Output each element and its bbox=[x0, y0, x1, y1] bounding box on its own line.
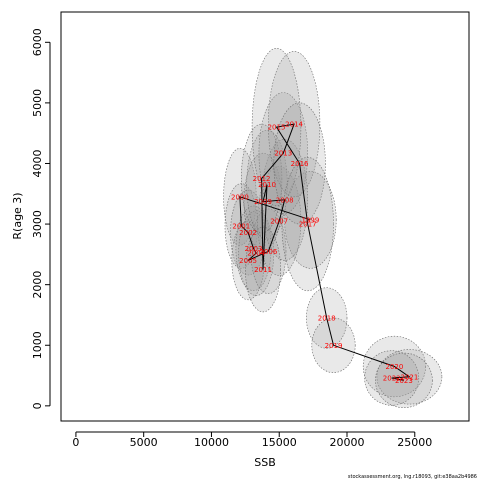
point-label-2011: 2011 bbox=[254, 266, 272, 274]
x-tick-label-20000: 20000 bbox=[330, 436, 365, 449]
confidence-ellipses bbox=[223, 47, 443, 409]
credit-text: stockassessment.org, lng.r18093, git:e38… bbox=[348, 474, 477, 480]
point-label-2006: 2006 bbox=[259, 248, 277, 256]
y-tick-label-2000: 2000 bbox=[31, 271, 44, 299]
point-label-2001: 2001 bbox=[232, 222, 250, 230]
y-tick-label-5000: 5000 bbox=[31, 89, 44, 117]
x-tick-label-15000: 15000 bbox=[262, 436, 297, 449]
y-axis-label: R(age 3) bbox=[11, 192, 24, 239]
point-label-2009: 2009 bbox=[254, 198, 272, 206]
point-label-2002: 2002 bbox=[239, 229, 257, 237]
point-label-2017: 2017 bbox=[299, 221, 317, 229]
point-label-2021: 2021 bbox=[400, 373, 418, 381]
x-tick-label-5000: 5000 bbox=[130, 436, 158, 449]
point-label-2010: 2010 bbox=[258, 181, 276, 189]
point-label-2018: 2018 bbox=[318, 315, 336, 323]
trajectory-line bbox=[239, 123, 411, 381]
x-axis-label: SSB bbox=[254, 456, 276, 469]
point-label-2016: 2016 bbox=[291, 160, 309, 168]
y-tick-label-4000: 4000 bbox=[31, 149, 44, 177]
point-label-2012: 2012 bbox=[253, 175, 271, 183]
point-label-2014: 2014 bbox=[285, 121, 303, 129]
point-label-2005: 2005 bbox=[239, 257, 257, 265]
point-label-1999: 1999 bbox=[301, 216, 319, 224]
y-tick-label-1000: 1000 bbox=[31, 331, 44, 359]
x-axis: 0 5000 10000 15000 20000 25000 bbox=[72, 431, 432, 449]
point-label-2007: 2007 bbox=[270, 218, 288, 226]
point-label-2008: 2008 bbox=[276, 196, 294, 204]
y-tick-label-0: 0 bbox=[31, 402, 44, 409]
y-axis: 0 1000 2000 3000 4000 5000 6000 bbox=[31, 28, 51, 409]
point-label-2020: 2020 bbox=[385, 363, 403, 371]
point-label-2019: 2019 bbox=[325, 342, 343, 350]
point-label-2003: 2003 bbox=[245, 245, 263, 253]
plot-frame bbox=[60, 11, 470, 422]
y-tick-label-6000: 6000 bbox=[31, 28, 44, 56]
point-label-2013: 2013 bbox=[274, 150, 292, 158]
point-label-2023: 2023 bbox=[395, 377, 413, 385]
point-label-2000: 2000 bbox=[231, 193, 249, 201]
x-tick-label-25000: 25000 bbox=[397, 436, 432, 449]
point-label-2004: 2004 bbox=[247, 250, 265, 258]
point-label-2022: 2022 bbox=[383, 375, 401, 383]
x-tick-label-10000: 10000 bbox=[194, 436, 229, 449]
y-tick-label-3000: 3000 bbox=[31, 210, 44, 238]
point-label-2015: 2015 bbox=[268, 124, 286, 132]
x-tick-label-0: 0 bbox=[72, 436, 79, 449]
